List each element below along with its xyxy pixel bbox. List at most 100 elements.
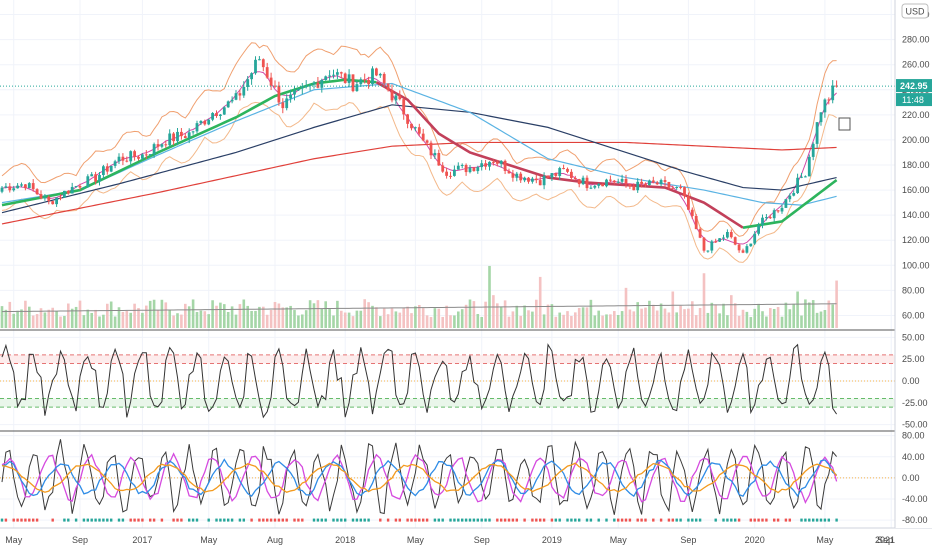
candle[interactable] [382,73,386,84]
candle[interactable] [601,183,604,187]
candle[interactable] [90,174,94,177]
candle[interactable] [168,133,172,146]
candle[interactable] [230,99,234,102]
candle[interactable] [480,163,484,168]
candle[interactable] [792,193,796,196]
candle[interactable] [339,72,343,74]
candle[interactable] [772,210,776,219]
candle[interactable] [238,93,242,96]
candle[interactable] [597,183,601,186]
candle[interactable] [449,175,452,177]
candle[interactable] [308,84,312,87]
candle[interactable] [546,175,550,178]
candle[interactable] [593,185,597,188]
candle[interactable] [55,197,58,205]
candle[interactable] [414,127,417,129]
candle[interactable] [589,187,593,189]
candle[interactable] [620,178,624,182]
candle[interactable] [710,241,714,251]
candle[interactable] [203,120,207,125]
candle[interactable] [300,86,304,89]
candle[interactable] [737,244,741,251]
candle[interactable] [289,94,292,99]
candle[interactable] [507,170,511,174]
candle[interactable] [745,246,749,253]
candle[interactable] [823,99,827,113]
candle[interactable] [612,180,616,183]
candle[interactable] [211,113,214,120]
candle[interactable] [94,174,97,182]
candle[interactable] [636,181,640,191]
candle[interactable] [453,169,456,176]
candle[interactable] [741,250,745,253]
candle[interactable] [733,237,737,245]
candle[interactable] [437,152,441,166]
candle[interactable] [207,119,211,125]
candle[interactable] [667,181,671,188]
candle[interactable] [386,83,390,91]
time-axis[interactable]: May Sep 2017 May Aug 2018 May Sep 2019 May Sep 2020… [5,535,895,545]
candle[interactable] [780,207,784,212]
candle[interactable] [39,194,43,199]
candle[interactable] [312,82,316,85]
candle[interactable] [199,120,203,124]
candle[interactable] [160,144,164,147]
candle[interactable] [558,168,562,176]
candle[interactable] [702,237,706,251]
candle[interactable] [47,196,51,202]
candle[interactable] [351,74,355,92]
candle[interactable] [285,98,289,109]
candle[interactable] [624,178,628,184]
candle[interactable] [246,79,250,87]
candle[interactable] [78,186,82,188]
candle[interactable] [761,217,764,226]
candle[interactable] [297,88,300,91]
candle[interactable] [492,161,495,163]
candle[interactable] [819,112,823,123]
candle[interactable] [694,215,698,230]
candle[interactable] [180,131,183,137]
candle[interactable] [554,173,558,176]
candle[interactable] [655,182,659,185]
candle[interactable] [222,107,226,115]
candle[interactable] [835,85,838,87]
candle[interactable] [164,144,168,146]
price-axis[interactable]: 60.00 80.00 100.00 120.00 140.00 160.00 180.00… [894,0,932,528]
candle[interactable] [562,168,565,170]
candle[interactable] [460,164,464,166]
candle[interactable] [215,113,218,116]
candle[interactable] [679,186,682,188]
candle[interactable] [706,250,710,252]
candle[interactable] [367,80,370,85]
candle[interactable] [542,175,546,186]
candle[interactable] [390,90,394,101]
candle[interactable] [753,233,757,244]
candle[interactable] [488,161,491,167]
candle[interactable] [378,73,382,76]
candle[interactable] [472,167,476,172]
candle[interactable] [363,79,367,81]
candle[interactable] [102,166,105,176]
candle[interactable] [148,154,152,156]
candle[interactable] [807,156,811,177]
candle[interactable] [718,238,721,242]
candle[interactable] [804,176,807,178]
candle[interactable] [328,75,331,77]
candle[interactable] [343,73,347,83]
candle[interactable] [16,185,19,189]
candle[interactable] [336,72,339,75]
candle[interactable] [141,154,144,159]
candle[interactable] [827,99,831,101]
candle[interactable] [316,82,320,88]
candle[interactable] [63,190,66,198]
candle[interactable] [109,165,113,172]
candle[interactable] [659,180,663,185]
candle[interactable] [261,59,265,68]
candle[interactable] [20,184,23,186]
candle[interactable] [70,186,74,194]
candle[interactable] [484,163,487,167]
candle[interactable] [632,186,636,191]
candle[interactable] [195,123,199,132]
candle[interactable] [663,180,667,182]
candle[interactable] [347,74,351,83]
